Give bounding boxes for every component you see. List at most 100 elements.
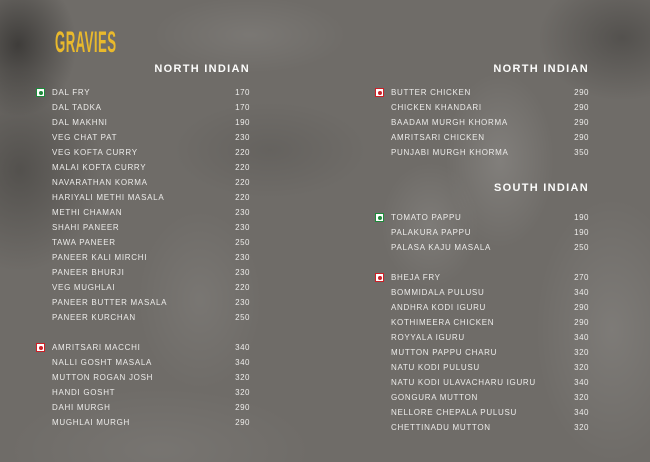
- menu-item-name: BAADAM MURGH KHORMA: [391, 118, 508, 127]
- menu-item-price: 290: [235, 403, 250, 412]
- page-title: GRAVIES: [55, 26, 117, 59]
- menu-item-name: TOMATO PAPPU: [391, 213, 462, 222]
- menu-item-row: HANDI GOSHT 320: [36, 385, 250, 400]
- menu-item-name: PUNJABI MURGH KHORMA: [391, 148, 509, 157]
- menu-item-name: BUTTER CHICKEN: [391, 88, 472, 97]
- menu-item-name: HARIYALI METHI MASALA: [52, 193, 165, 202]
- menu-item-price: 340: [574, 408, 589, 417]
- menu-item-row: KOTHIMEERA CHICKEN 290: [375, 315, 589, 330]
- menu-item-price: 220: [235, 163, 250, 172]
- menu-item-row: PUNJABI MURGH KHORMA 350: [375, 145, 589, 160]
- menu-item-price: 220: [235, 283, 250, 292]
- menu-column-right: NORTH INDIAN BUTTER CHICKEN 290 CHICKEN KHA…: [375, 62, 589, 435]
- menu-item-row: TOMATO PAPPU 190: [375, 210, 589, 225]
- menu-item-price: 320: [574, 393, 589, 402]
- menu-item-row: AMRITSARI MACCHI 340: [36, 340, 250, 355]
- menu-item-price: 230: [235, 298, 250, 307]
- menu-item-price: 230: [235, 208, 250, 217]
- menu-item-name: MUGHLAI MURGH: [52, 418, 130, 427]
- menu-item-name: DAL TADKA: [52, 103, 102, 112]
- menu-item-price: 230: [235, 268, 250, 277]
- menu-item-name: HANDI GOSHT: [52, 388, 116, 397]
- menu-item-row: BHEJA FRY 270: [375, 270, 589, 285]
- nonveg-group: AMRITSARI MACCHI 340 NALLI GOSHT MASALA 340…: [36, 340, 250, 430]
- menu-item-name: PANEER BHURJI: [52, 268, 125, 277]
- veg-indicator-icon: [375, 213, 384, 222]
- menu-item-name: VEG CHAT PAT: [52, 133, 118, 142]
- menu-item-row: CHETTINADU MUTTON 320: [375, 420, 589, 435]
- menu-item-price: 220: [235, 148, 250, 157]
- menu-item-price: 230: [235, 133, 250, 142]
- menu-item-name: DAL MAKHNI: [52, 118, 108, 127]
- menu-item-price: 250: [574, 243, 589, 252]
- menu-item-row: TAWA PANEER 250: [36, 235, 250, 250]
- menu-item-name: VEG MUGHLAI: [52, 283, 116, 292]
- menu-item-name: AMRITSARI CHICKEN: [391, 133, 485, 142]
- menu-column-left: NORTH INDIAN DAL FRY 170 DAL TADKA 170 DAL MA…: [36, 62, 250, 430]
- menu-item-price: 220: [235, 193, 250, 202]
- menu-item-row: MALAI KOFTA CURRY 220: [36, 160, 250, 175]
- menu-item-name: VEG KOFTA CURRY: [52, 148, 138, 157]
- menu-item-price: 250: [235, 238, 250, 247]
- menu-item-row: MUGHLAI MURGH 290: [36, 415, 250, 430]
- menu-item-name: SHAHI PANEER: [52, 223, 120, 232]
- menu-item-price: 340: [574, 288, 589, 297]
- menu-item-name: NATU KODI ULAVACHARU IGURU: [391, 378, 536, 387]
- menu-item-price: 190: [574, 228, 589, 237]
- menu-item-price: 320: [574, 423, 589, 432]
- menu-item-row: ROYYALA IGURU 340: [375, 330, 589, 345]
- menu-item-name: ROYYALA IGURU: [391, 333, 465, 342]
- menu-item-row: HARIYALI METHI MASALA 220: [36, 190, 250, 205]
- menu-section: SOUTH INDIAN TOMATO PAPPU 190 PALAKURA PAPP…: [375, 181, 589, 435]
- menu-item-row: BOMMIDALA PULUSU 340: [375, 285, 589, 300]
- menu-item-price: 350: [574, 148, 589, 157]
- section-header: NORTH INDIAN: [493, 63, 589, 75]
- nonveg-group: BHEJA FRY 270 BOMMIDALA PULUSU 340 ANDHRA KO…: [375, 270, 589, 435]
- nonveg-group: BUTTER CHICKEN 290 CHICKEN KHANDARI 290 BAAD…: [375, 85, 589, 160]
- menu-item-name: PALAKURA PAPPU: [391, 228, 472, 237]
- veg-group: DAL FRY 170 DAL TADKA 170 DAL MAKHNI 190 VEG C…: [36, 85, 250, 325]
- menu-item-price: 170: [235, 103, 250, 112]
- menu-item-row: SHAHI PANEER 230: [36, 220, 250, 235]
- menu-item-row: VEG KOFTA CURRY 220: [36, 145, 250, 160]
- menu-item-price: 290: [574, 318, 589, 327]
- menu-item-price: 230: [235, 223, 250, 232]
- menu-item-row: AMRITSARI CHICKEN 290: [375, 130, 589, 145]
- menu-item-name: MUTTON ROGAN JOSH: [52, 373, 154, 382]
- menu-item-price: 290: [574, 103, 589, 112]
- menu-item-price: 170: [235, 88, 250, 97]
- menu-item-name: NALLI GOSHT MASALA: [52, 358, 153, 367]
- menu-item-name: PANEER KALI MIRCHI: [52, 253, 148, 262]
- section-header: SOUTH INDIAN: [493, 182, 589, 194]
- menu-item-row: GONGURA MUTTON 320: [375, 390, 589, 405]
- menu-item-name: ANDHRA KODI IGURU: [391, 303, 487, 312]
- menu-item-price: 290: [235, 418, 250, 427]
- menu-item-name: PALASA KAJU MASALA: [391, 243, 492, 252]
- nonveg-indicator-icon: [375, 273, 384, 282]
- menu-item-name: NAVARATHAN KORMA: [52, 178, 148, 187]
- menu-item-row: BUTTER CHICKEN 290: [375, 85, 589, 100]
- menu-item-row: PANEER BHURJI 230: [36, 265, 250, 280]
- menu-item-name: BOMMIDALA PULUSU: [391, 288, 485, 297]
- menu-item-price: 290: [574, 133, 589, 142]
- menu-item-name: METHI CHAMAN: [52, 208, 123, 217]
- menu-item-row: PANEER BUTTER MASALA 230: [36, 295, 250, 310]
- section-header: NORTH INDIAN: [154, 63, 250, 75]
- menu-item-name: MUTTON PAPPU CHARU: [391, 348, 498, 357]
- menu-item-row: NALLI GOSHT MASALA 340: [36, 355, 250, 370]
- menu-item-name: CHETTINADU MUTTON: [391, 423, 491, 432]
- menu-section: NORTH INDIAN BUTTER CHICKEN 290 CHICKEN KHA…: [375, 62, 589, 160]
- menu-item-name: KOTHIMEERA CHICKEN: [391, 318, 495, 327]
- menu-item-row: PALASA KAJU MASALA 250: [375, 240, 589, 255]
- menu-item-row: NATU KODI ULAVACHARU IGURU 340: [375, 375, 589, 390]
- nonveg-indicator-icon: [375, 88, 384, 97]
- menu-item-row: DAL TADKA 170: [36, 100, 250, 115]
- menu-item-row: ANDHRA KODI IGURU 290: [375, 300, 589, 315]
- menu-item-row: PALAKURA PAPPU 190: [375, 225, 589, 240]
- menu-item-row: VEG MUGHLAI 220: [36, 280, 250, 295]
- menu-item-price: 290: [574, 88, 589, 97]
- menu-item-name: DAHI MURGH: [52, 403, 111, 412]
- menu-item-name: BHEJA FRY: [391, 273, 441, 282]
- veg-group: TOMATO PAPPU 190 PALAKURA PAPPU 190 PALASA K…: [375, 210, 589, 255]
